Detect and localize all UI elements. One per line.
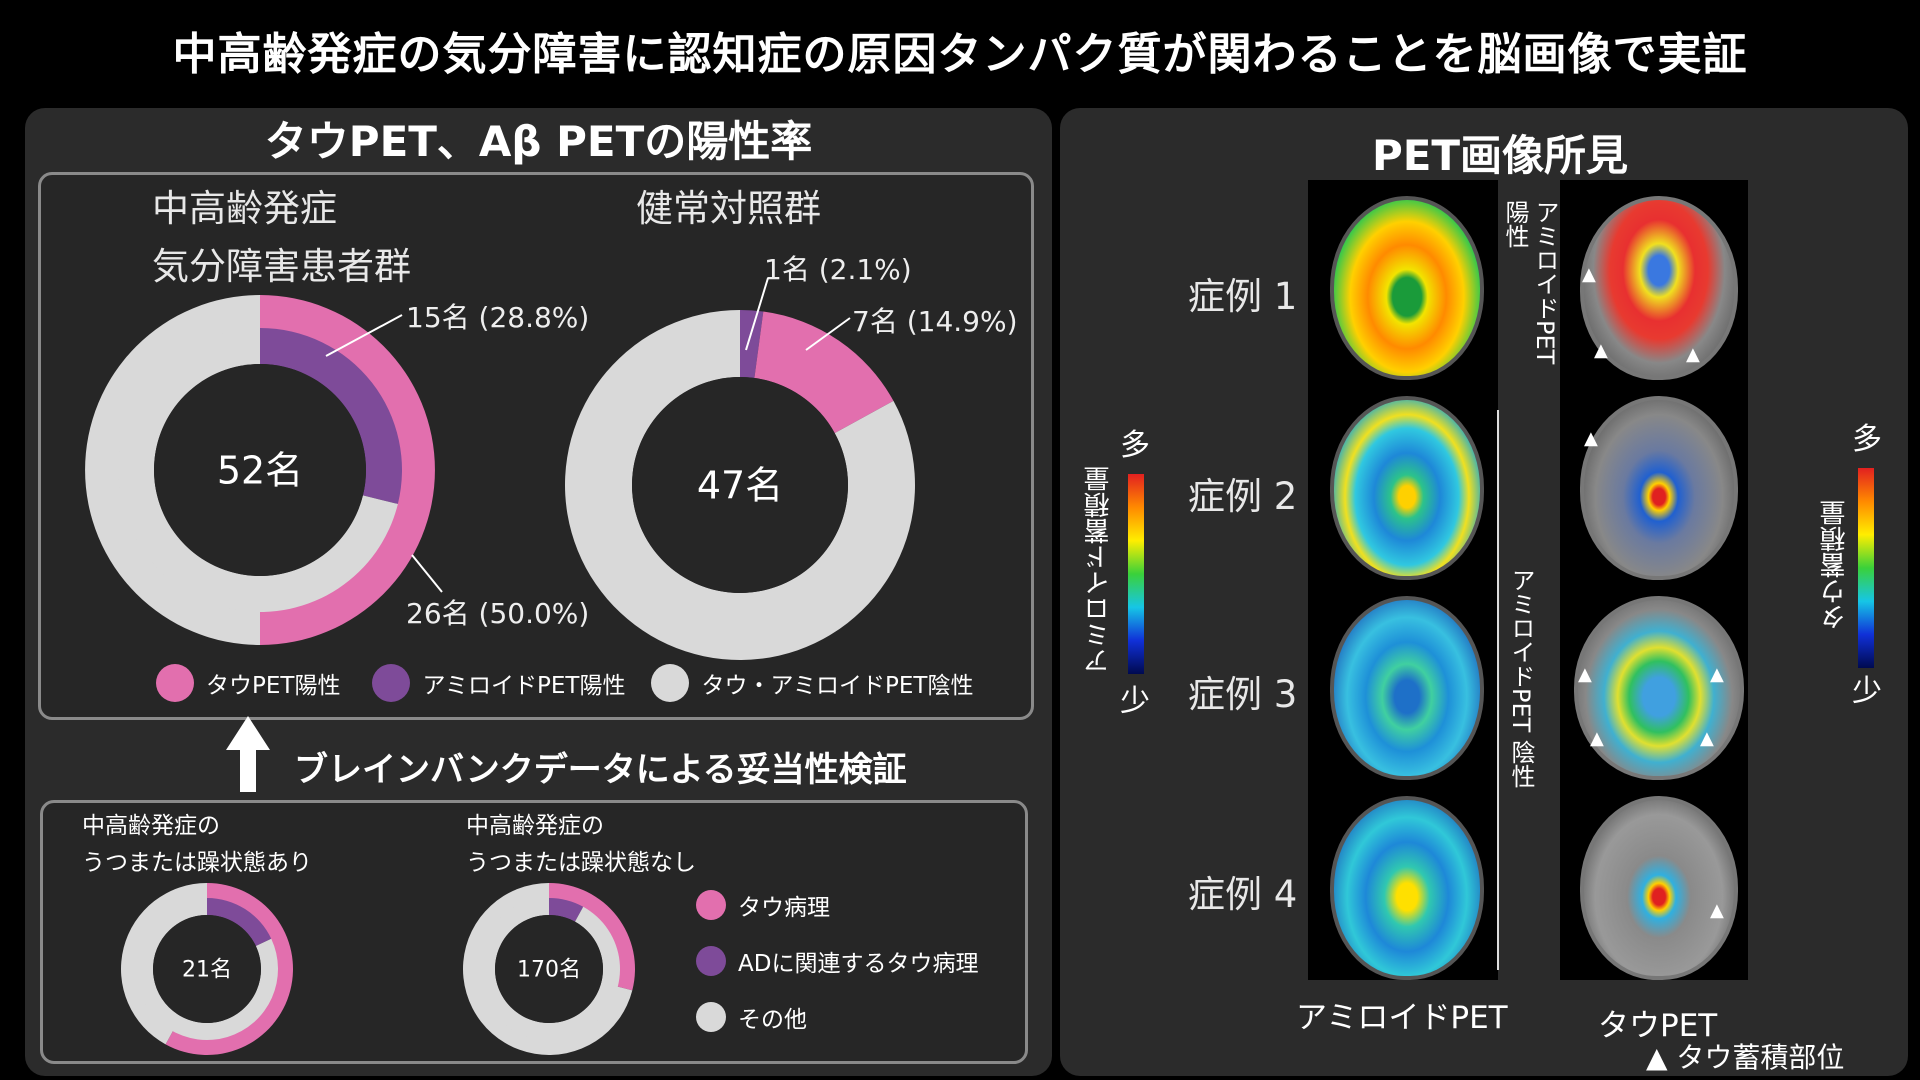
amyloid-scale-low: 少 [1120, 684, 1150, 719]
patient-tau-annotation: 26名 (50.0%) [406, 597, 590, 630]
legend-swatch-negative [651, 664, 690, 702]
tau-marker-arrow-icon: ▲ [1700, 728, 1714, 749]
amyloid-colorbar [1128, 474, 1144, 674]
donut-hole [632, 377, 848, 593]
amyloid-pet-column-label: アミロイドPET [1296, 1000, 1508, 1036]
leader-line [325, 314, 403, 357]
legend-label-tau: タウPET陽性 [206, 673, 341, 699]
control-group-title: 健常対照群 [636, 187, 821, 230]
legend-swatch-tau [156, 664, 194, 702]
case-label-3: 症例 3 [1188, 673, 1298, 716]
case-label-1: 症例 1 [1188, 275, 1298, 318]
patient-donut-chart: 52名 [85, 295, 435, 645]
patient-amyloid-annotation: 15名 (28.8%) [406, 301, 590, 334]
tau-scale-high: 多 [1852, 422, 1882, 457]
amyloid-scale-label: アミロイド蓄積量 [1084, 466, 1114, 674]
page-title: 中高齢発症の気分障害に認知症の原因タンパク質が関わることを脳画像で実証 [172, 29, 1748, 80]
legend-label-tau-pathology: タウ病理 [738, 895, 830, 921]
amyloid-pet-image-case-1 [1330, 196, 1484, 380]
amyloid-scale-high: 多 [1120, 428, 1150, 463]
tau-marker-legend: ▲ タウ蓄積部位 [1646, 1041, 1845, 1074]
leader-line [745, 277, 769, 351]
tau-pet-column-label: タウPET [1598, 1008, 1718, 1044]
legend-label-ad-tau: ADに関連するタウ病理 [738, 951, 979, 977]
legend-label-amyloid: アミロイドPET陽性 [422, 673, 626, 699]
pie-slice [260, 295, 435, 645]
tau-pet-image-case-2 [1580, 396, 1738, 580]
control-amyloid-annotation: 1名 (2.1%) [764, 253, 912, 286]
validation-label: ブレインバンクデータによる妥当性検証 [294, 750, 907, 790]
tau-marker-arrow-icon: ▲ [1578, 664, 1592, 685]
annotation-leader-lines [325, 277, 851, 593]
legend-label-other: その他 [738, 1007, 807, 1033]
up-arrow-icon [226, 716, 270, 792]
legend-swatch-other [696, 1002, 726, 1032]
amyloid-pet-image-case-3 [1330, 596, 1484, 780]
tau-colorbar [1858, 468, 1874, 668]
pie-slice [260, 328, 402, 504]
tau-pet-image-case-3 [1574, 596, 1744, 780]
amyloid-pet-image-case-2 [1330, 396, 1484, 580]
tau-marker-arrow-icon: ▲ [1710, 664, 1724, 685]
tau-scale-label: タウ蓄積量 [1820, 500, 1850, 630]
tau-marker-arrow-icon: ▲ [1590, 728, 1604, 749]
right-heading: PET画像所見 [1371, 131, 1629, 180]
tau-marker-arrow-icon: ▲ [1686, 344, 1700, 365]
patient-group-title-2: 気分障害患者群 [152, 245, 411, 288]
patient-group-title-1: 中高齢発症 [152, 187, 337, 230]
control-tau-annotation: 7名 (14.9%) [852, 305, 1018, 338]
control-donut-chart: 47名 [565, 310, 915, 660]
amyloid-divider [1497, 410, 1499, 970]
amyloid-negative-label: アミロイドPET 陰性 [1507, 568, 1535, 788]
brain-bank-title-2a: 中高齢発症の [466, 813, 604, 839]
pie-slice [549, 898, 584, 922]
tau-marker-arrow-icon: ▲ [1710, 900, 1724, 921]
legend-swatch-ad-tau [696, 946, 726, 976]
case-label-4: 症例 4 [1188, 873, 1298, 916]
donut-hole [495, 915, 603, 1023]
case-label-2: 症例 2 [1188, 475, 1298, 518]
legend-label-negative: タウ・アミロイドPET陰性 [701, 673, 974, 699]
brain-bank-title-1b: うつまたは躁状態あり [82, 850, 312, 876]
donut-center-label: 47名 [697, 463, 783, 507]
legend-swatch-tau-pathology [696, 890, 726, 920]
pie-slice [207, 898, 272, 947]
donut-center-label: 52名 [217, 448, 303, 492]
tau-marker-arrow-icon: ▲ [1582, 264, 1596, 285]
tau-pet-image-case-4 [1580, 796, 1738, 980]
donut-hole [154, 364, 366, 576]
tau-marker-arrow-icon: ▲ [1584, 428, 1598, 449]
pie-slice [549, 883, 635, 991]
donut-hole [153, 915, 261, 1023]
amyloid-pet-image-case-4 [1330, 796, 1484, 980]
pie-slice [120, 883, 207, 1045]
pie-slice [740, 310, 764, 378]
donut-center-label: 170名 [517, 958, 581, 983]
legend-top: タウPET陽性 アミロイドPET陽性 タウ・アミロイドPET陰性 [156, 664, 973, 702]
brain-bank-donut-with: 21名 [120, 883, 293, 1055]
tau-marker-arrow-icon: ▲ [1594, 340, 1608, 361]
leader-line [805, 317, 851, 351]
left-heading: タウPET、Aβ PETの陽性率 [264, 117, 813, 166]
brain-bank-donut-without: 170名 [463, 883, 635, 1055]
pie-slice [754, 311, 894, 434]
tau-scale-low: 少 [1852, 674, 1882, 709]
tau-pet-image-case-1 [1580, 196, 1738, 380]
brain-bank-title-2b: うつまたは躁状態なし [466, 850, 696, 876]
pie-slice [565, 310, 915, 660]
pie-slice [85, 295, 261, 645]
legend-bottom: タウ病理 ADに関連するタウ病理 その他 [696, 884, 978, 1038]
legend-swatch-amyloid [372, 664, 411, 702]
brain-bank-title-1a: 中高齢発症の [82, 813, 220, 839]
leader-line [411, 554, 443, 593]
donut-center-label: 21名 [182, 958, 232, 983]
pie-slice [165, 883, 293, 1055]
amyloid-positive-label: アミロイドPET 陽性 [1501, 200, 1559, 365]
